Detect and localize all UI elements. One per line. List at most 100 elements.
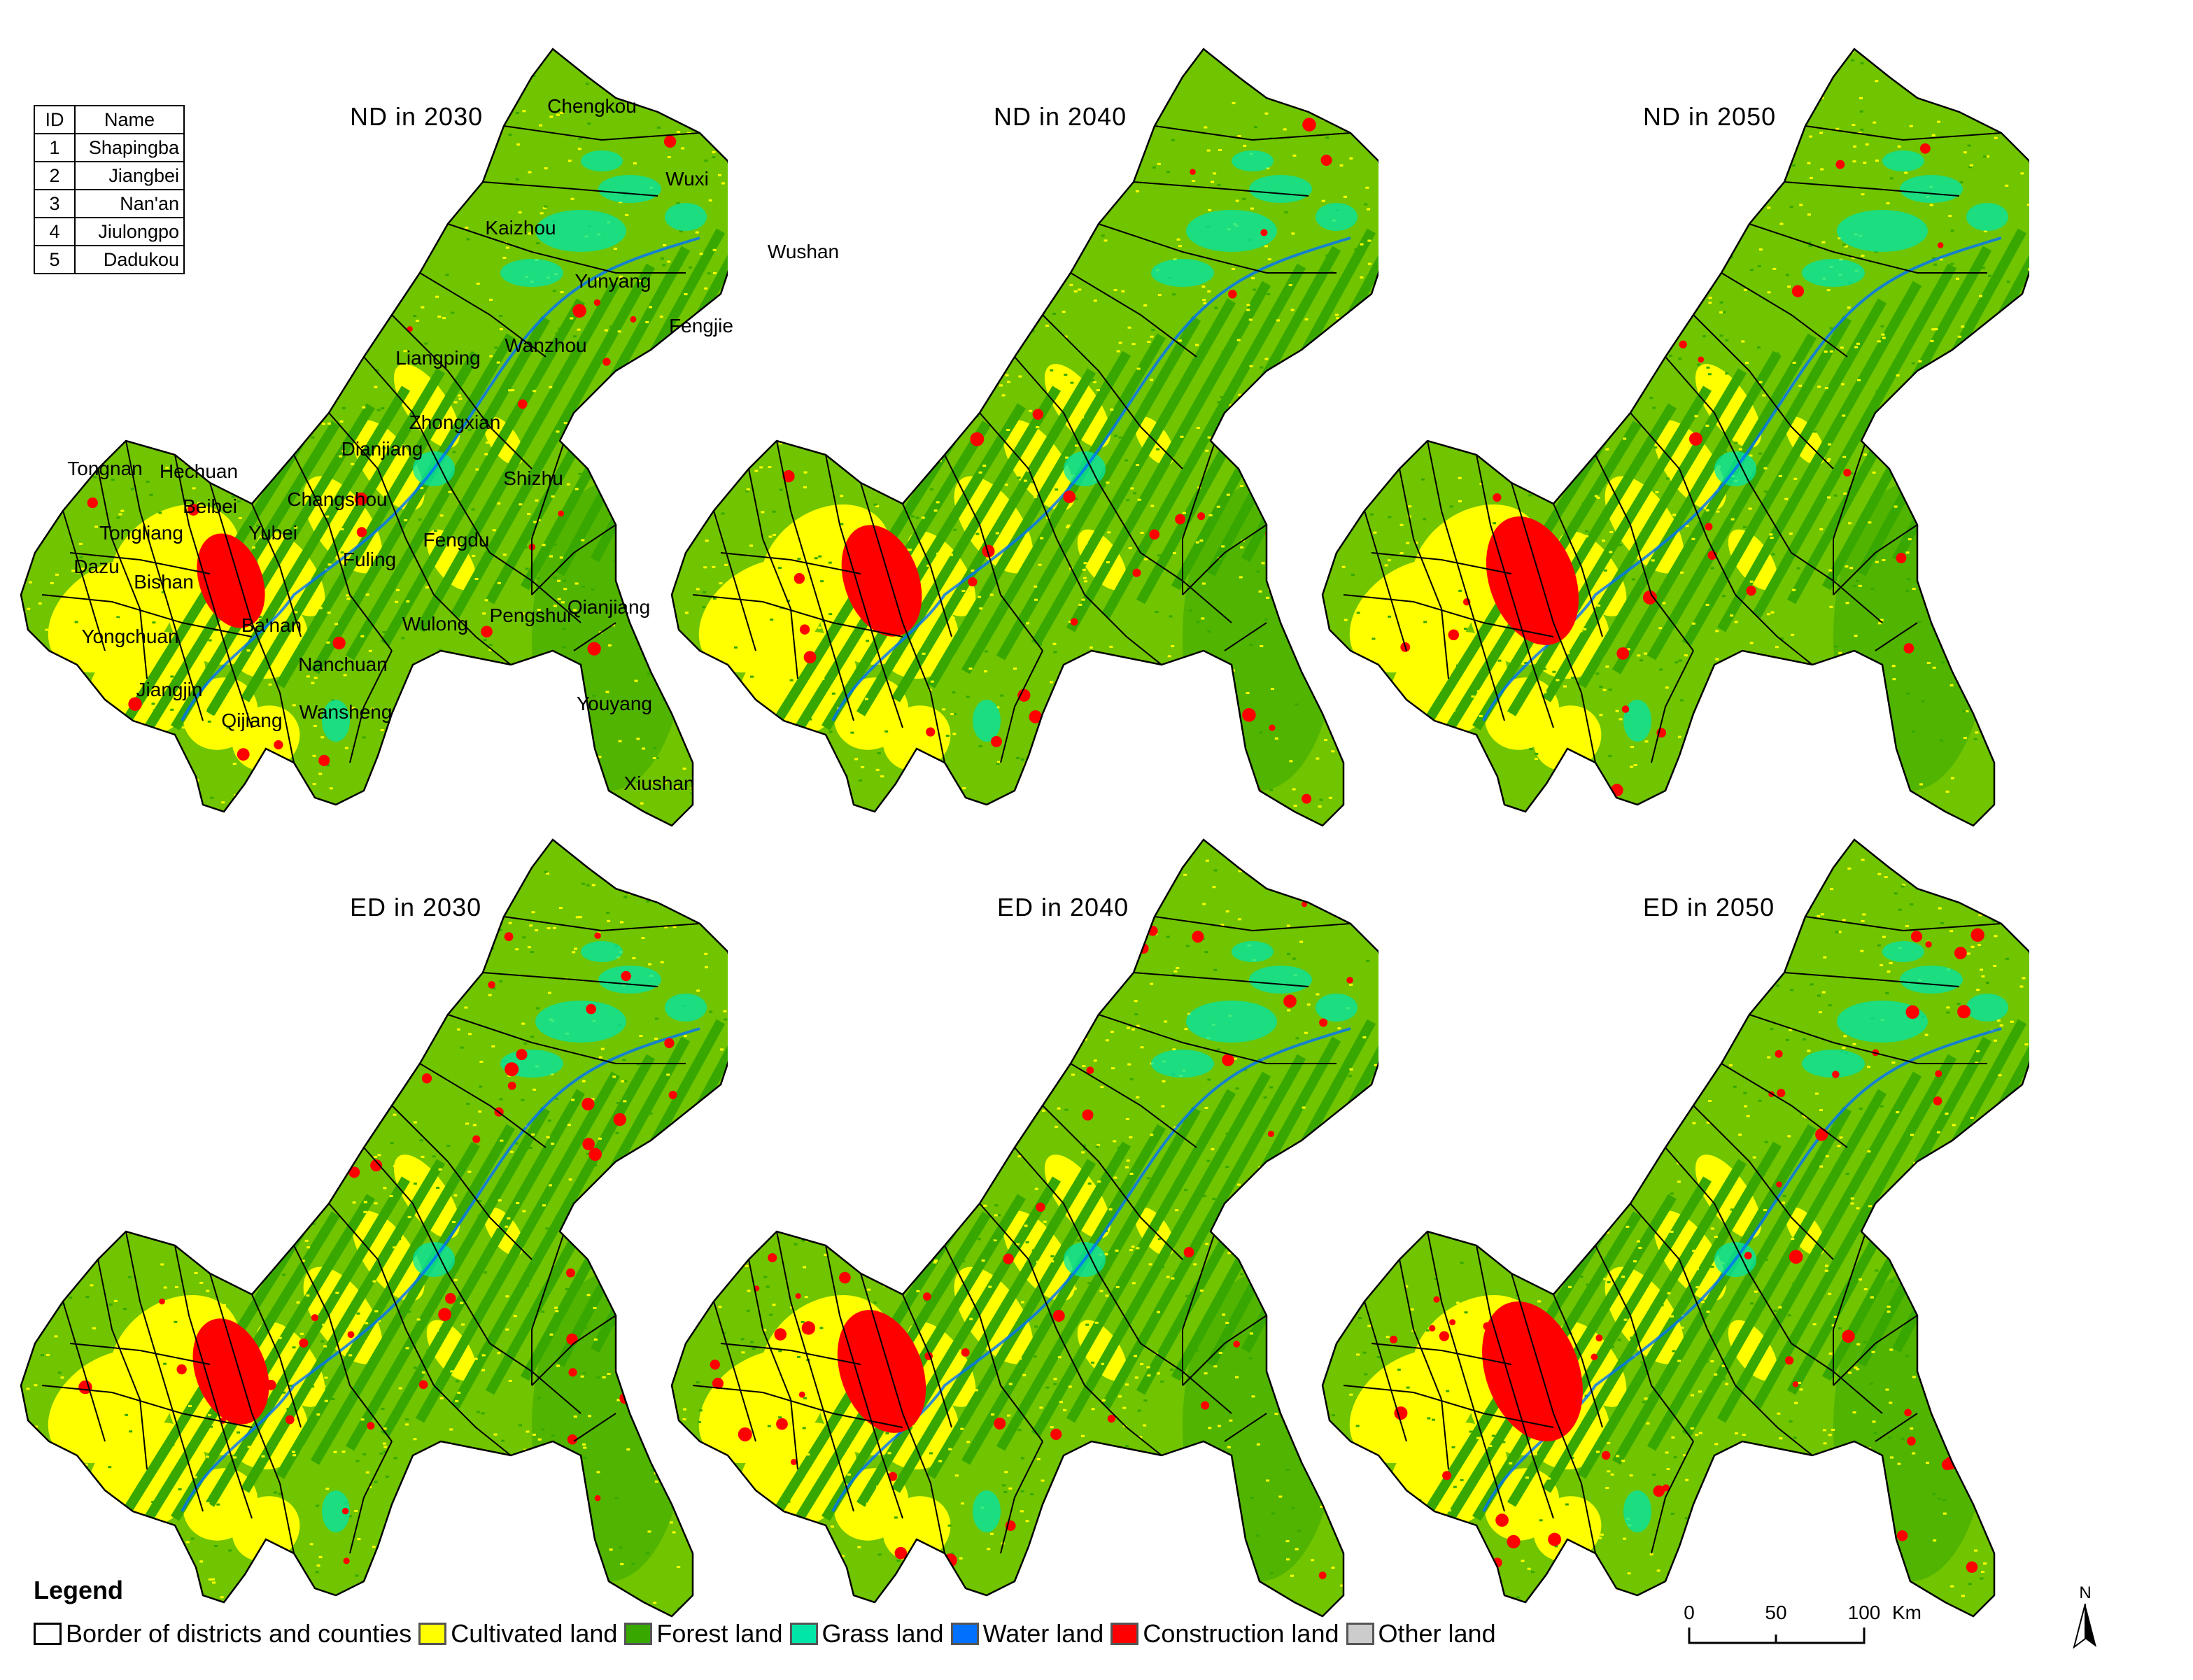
land-pixel [1062,1188,1066,1191]
land-pixel [677,378,682,381]
land-pixel [1086,982,1090,984]
land-pixel [302,143,306,146]
land-pixel [701,409,705,411]
land-pixel [1122,731,1127,734]
land-pixel [60,59,64,62]
construction-land-patch [181,974,195,989]
land-pixel [1050,369,1054,372]
land-pixel [1292,957,1296,960]
land-pixel [1061,849,1065,852]
land-pixel [255,720,259,723]
land-pixel [193,1476,197,1478]
land-pixel [1342,663,1346,666]
land-pixel [973,989,978,992]
land-pixel [1468,176,1472,179]
land-pixel [1463,628,1467,630]
construction-land-patch [594,1495,601,1502]
land-pixel [861,765,865,768]
land-pixel [698,1420,702,1423]
land-pixel [745,976,749,979]
land-pixel [475,146,479,149]
land-pixel [1514,78,1518,81]
land-pixel [1262,1178,1267,1180]
land-pixel [1107,531,1111,534]
land-pixel [1835,127,1840,130]
land-pixel [1845,602,1849,605]
land-pixel [73,1487,77,1490]
land-pixel [73,679,78,682]
land-pixel [1963,151,1967,154]
land-pixel [746,1309,750,1312]
land-pixel [1986,155,1990,158]
land-pixel [1917,621,1921,623]
land-pixel [449,929,453,931]
land-pixel [1743,288,1747,291]
land-pixel [1829,605,1833,608]
land-pixel [415,977,419,980]
land-pixel [1680,571,1684,574]
land-pixel [1911,362,1915,365]
land-pixel [1873,800,1877,803]
district-border [1364,510,1407,651]
land-pixel [278,1255,283,1258]
land-pixel [1990,351,1994,353]
district-border [1399,468,1449,679]
land-pixel [645,1444,649,1447]
land-pixel [219,185,223,188]
land-pixel [1150,982,1154,985]
district-border [1875,622,1918,651]
land-pixel [1059,183,1063,185]
land-pixel [217,373,221,376]
land-pixel [2012,791,2016,794]
land-pixel [195,269,199,272]
land-pixel [354,1509,358,1512]
land-pixel [722,1255,726,1258]
land-pixel [50,68,54,71]
land-pixel [811,232,815,234]
land-pixel [486,441,490,444]
land-pixel [1198,735,1202,737]
land-pixel [975,532,980,535]
land-pixel [372,1280,376,1283]
river-water-land [181,1027,700,1512]
land-pixel [155,1159,159,1162]
land-pixel [322,1385,326,1388]
land-pixel [1527,283,1531,286]
land-pixel [1408,505,1412,508]
land-pixel [174,1285,178,1288]
district-border [97,1259,148,1470]
land-pixel [749,772,753,775]
land-pixel [884,1434,888,1437]
land-pixel [802,1427,806,1430]
land-pixel [895,665,899,668]
land-pixel [1535,752,1539,755]
land-pixel [1087,1282,1092,1285]
land-pixel [269,218,273,221]
construction-land-patch [1579,358,1591,369]
land-pixel [710,1452,714,1455]
land-pixel [1053,1378,1057,1381]
district-border [209,482,281,693]
land-pixel [1367,239,1371,242]
district-border [363,1147,491,1344]
land-pixel [595,278,600,281]
land-pixel [742,208,746,211]
land-pixel [34,1425,38,1428]
land-pixel [222,157,226,160]
land-pixel [1842,243,1846,246]
land-pixel [1349,1068,1353,1071]
land-pixel [22,1034,27,1037]
land-pixel [605,450,609,453]
land-pixel [272,423,276,425]
land-pixel [578,916,582,919]
land-pixel [1004,1471,1008,1474]
land-pixel [1940,739,1944,742]
land-pixel [1581,451,1586,453]
land-pixel [916,157,920,160]
land-pixel [553,543,557,546]
land-pixel [1423,211,1427,213]
land-pixel [2013,317,2017,320]
land-pixel [374,772,378,775]
land-pixel [989,1532,994,1535]
district-border [1084,594,1162,665]
